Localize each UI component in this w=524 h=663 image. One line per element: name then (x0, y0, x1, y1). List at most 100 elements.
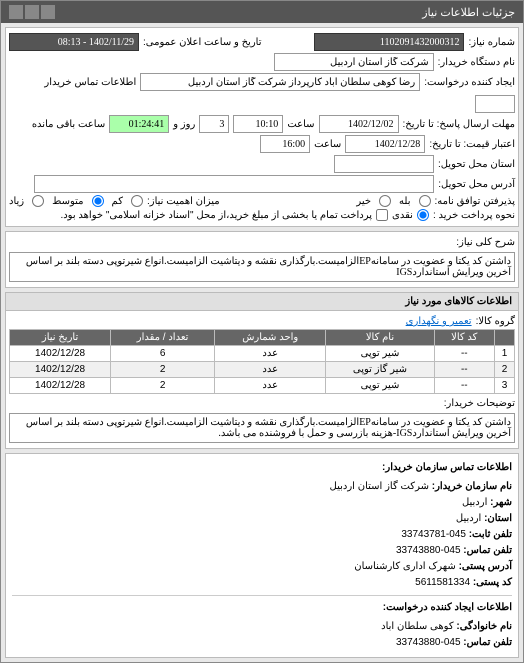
category-label: گروه کالا: (476, 316, 515, 327)
cell-idx: 2 (495, 362, 515, 378)
urgency-med-radio[interactable] (92, 195, 104, 207)
cell-unit: عدد (215, 362, 326, 378)
address-value: شهرک اداری کارشناسان (354, 561, 456, 572)
fax-label: تلفن تماس: (463, 545, 512, 556)
province-value: اردبیل (456, 513, 481, 524)
cell-idx: 1 (495, 346, 515, 362)
validity-time-field (260, 135, 310, 153)
postal-label: کد پستی: (473, 577, 512, 588)
table-row[interactable]: 2--شیر گاز توپیعدد21402/12/28 (10, 362, 515, 378)
announce-field (9, 33, 139, 51)
overview-textarea (9, 252, 515, 282)
requester-label: ایجاد کننده درخواست: (424, 77, 515, 88)
contact-info-field[interactable] (475, 95, 515, 113)
deadline-date-field (319, 115, 399, 133)
delivery-addr-label: آدرس محل تحویل: (438, 179, 515, 190)
validity-label: اعتبار قیمت: تا تاریخ: (429, 139, 515, 150)
contact-province-row: استان: اردبیل (12, 511, 512, 527)
fax-value: 045-33743880 (396, 545, 461, 556)
cell-idx: 3 (495, 378, 515, 394)
contact-address-row: آدرس پستی: شهرک اداری کارشناسان (12, 559, 512, 575)
maximize-icon[interactable] (25, 5, 39, 19)
validity-date-field (345, 135, 425, 153)
days-remain-label: روز و (173, 119, 195, 130)
buyer-label: نام دستگاه خریدار: (438, 57, 515, 68)
agree-yes-radio[interactable] (419, 195, 431, 207)
payment-cash-radio[interactable] (417, 209, 429, 221)
window-controls (9, 5, 55, 19)
deadline-time-field (233, 115, 283, 133)
col-unit: واحد شمارش (215, 330, 326, 346)
announce-label: تاریخ و ساعت اعلان عمومی: (143, 37, 262, 48)
cell-unit: عدد (215, 346, 326, 362)
postal-value: 5611581334 (415, 577, 470, 588)
cell-date: 1402/12/28 (10, 362, 111, 378)
urgency-med-label: متوسط (52, 196, 83, 207)
buyer-field (274, 53, 434, 71)
req-name-label: نام خانوادگی: (456, 621, 512, 632)
phone-label: تلفن ثابت: (469, 529, 512, 540)
address-label: آدرس پستی: (459, 561, 512, 572)
req-phone-row: تلفن تماس: 045-33743880 (12, 635, 512, 651)
req-phone-label: تلفن تماس: (463, 637, 512, 648)
contact-postal-row: کد پستی: 5611581334 (12, 575, 512, 591)
req-phone-value: 045-33743880 (396, 637, 461, 648)
cell-code: -- (434, 362, 494, 378)
req-name-value: کوهی سلطان اباد (381, 621, 453, 632)
cell-name: شیر توپی (326, 378, 434, 394)
urgency-low-radio[interactable] (131, 195, 143, 207)
window-title: جزئیات اطلاعات نیاز (422, 6, 515, 19)
cell-name: شیر توپی (326, 346, 434, 362)
agree-yes-label: بله (399, 196, 410, 207)
goods-desc-label: توضیحات خریدار: (455, 398, 515, 409)
contact-org-row: نام سازمان خریدار: شرکت گاز استان اردبیل (12, 479, 512, 495)
payment-label: نحوه پرداخت خرید : (433, 210, 515, 221)
col-idx (495, 330, 515, 346)
overview-section: شرح کلی نیاز: (5, 231, 519, 288)
city-value: اردبیل (462, 497, 487, 508)
buyer-contact-heading: اطلاعات تماس سازمان خریدار: (12, 460, 512, 476)
org-value: شرکت گاز استان اردبیل (330, 481, 429, 492)
cell-code: -- (434, 346, 494, 362)
city-label: شهر: (490, 497, 512, 508)
buyer-contact-box: اطلاعات تماس سازمان خریدار: نام سازمان خ… (5, 453, 519, 658)
agree-no-label: خیر (356, 196, 371, 207)
agree-label: پذیرفتن توافق نامه: (435, 196, 515, 207)
contact-info-label: اطلاعات تماس خریدار (44, 77, 136, 88)
table-row[interactable]: 3--شیر توپیعدد21402/12/28 (10, 378, 515, 394)
contact-fax-row: تلفن تماس: 045-33743880 (12, 543, 512, 559)
goods-table: کد کالا نام کالا واحد شمارش تعداد / مقدا… (9, 329, 515, 394)
org-label: نام سازمان خریدار: (432, 481, 512, 492)
col-qty: تعداد / مقدار (111, 330, 215, 346)
payment-partial-checkbox[interactable] (376, 209, 388, 221)
province-label: استان: (484, 513, 512, 524)
table-row[interactable]: 1--شیر توپیعدد61402/12/28 (10, 346, 515, 362)
main-window: جزئیات اطلاعات نیاز شماره نیاز: تاریخ و … (0, 0, 524, 663)
cell-date: 1402/12/28 (10, 378, 111, 394)
col-name: نام کالا (326, 330, 434, 346)
contact-city-row: شهر: اردبیل (12, 495, 512, 511)
close-icon[interactable] (9, 5, 23, 19)
titlebar: جزئیات اطلاعات نیاز (1, 1, 523, 23)
delivery-province-label: استان محل تحویل: (438, 159, 515, 170)
category-link[interactable]: تعمیر و نگهداری (406, 316, 472, 327)
agree-no-radio[interactable] (379, 195, 391, 207)
table-header-row: کد کالا نام کالا واحد شمارش تعداد / مقدا… (10, 330, 515, 346)
phone-value: 045-33743781 (401, 529, 466, 540)
days-remain-field (199, 115, 229, 133)
goods-section-header: اطلاعات کالاهای مورد نیاز (6, 293, 518, 311)
request-no-field (314, 33, 464, 51)
minimize-icon[interactable] (41, 5, 55, 19)
urgency-high-radio[interactable] (32, 195, 44, 207)
payment-cash-label: نقدی (392, 210, 413, 221)
request-no-label: شماره نیاز: (468, 37, 515, 48)
delivery-province-field (334, 155, 434, 173)
goods-desc-textarea (9, 413, 515, 443)
col-code: کد کالا (434, 330, 494, 346)
time-label-1: ساعت (287, 119, 314, 130)
col-date: تاریخ نیاز (10, 330, 111, 346)
time-remain-field (109, 115, 169, 133)
goods-section: اطلاعات کالاهای مورد نیاز گروه کالا: تعم… (5, 292, 519, 449)
cell-date: 1402/12/28 (10, 346, 111, 362)
cell-name: شیر گاز توپی (326, 362, 434, 378)
